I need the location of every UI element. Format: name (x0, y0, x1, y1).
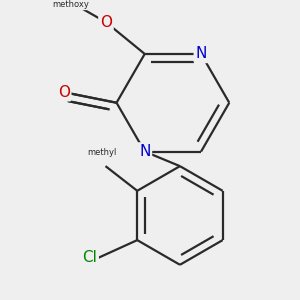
Text: N: N (195, 46, 207, 62)
Text: Cl: Cl (82, 250, 97, 265)
Text: O: O (100, 15, 112, 30)
Text: N: N (139, 144, 150, 159)
Text: methyl: methyl (87, 148, 117, 157)
Text: O: O (58, 85, 70, 100)
Text: methoxy: methoxy (52, 0, 89, 9)
